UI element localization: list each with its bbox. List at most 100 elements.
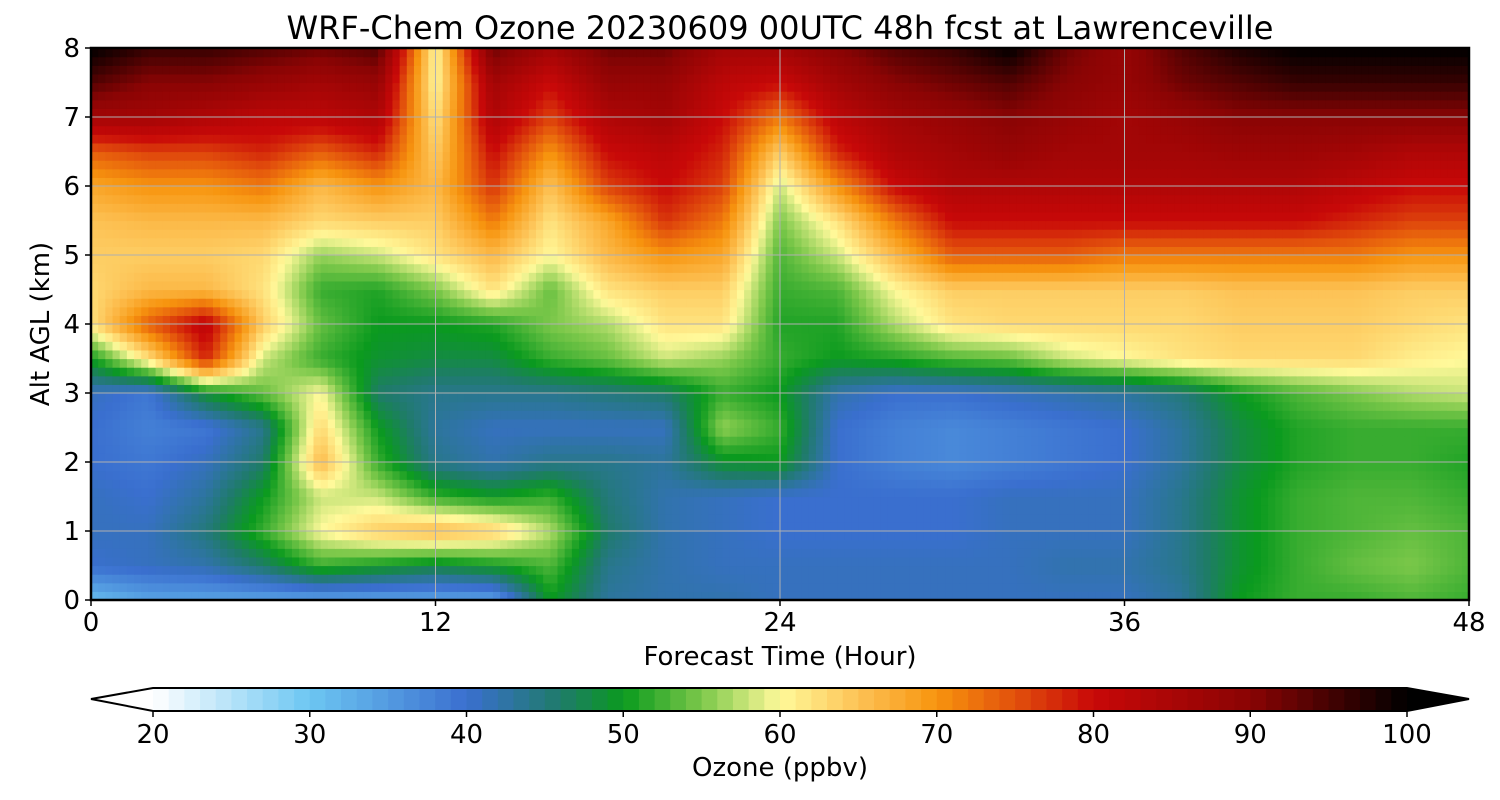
field-cell	[880, 393, 889, 403]
field-cell	[1303, 582, 1312, 592]
field-cell	[1433, 531, 1441, 541]
field-cell	[385, 582, 394, 592]
field-cell	[1397, 453, 1406, 463]
field-cell	[557, 574, 566, 584]
field-cell	[1404, 479, 1413, 489]
field-cell	[564, 531, 573, 541]
field-cell	[916, 531, 925, 541]
field-cell	[205, 539, 214, 549]
field-cell	[629, 470, 638, 480]
field-cell	[1224, 591, 1233, 600]
field-cell	[1174, 487, 1183, 498]
field-cell	[234, 539, 243, 549]
field-cell	[205, 513, 214, 523]
field-cell	[887, 401, 896, 411]
field-cell	[1282, 410, 1291, 420]
field-cell	[1397, 548, 1406, 558]
field-cell	[880, 436, 889, 446]
field-cell	[672, 574, 681, 584]
field-cell	[1138, 427, 1147, 437]
field-cell	[887, 513, 896, 523]
field-cell	[980, 496, 989, 506]
field-cell	[751, 436, 760, 446]
field-cell	[1404, 384, 1413, 394]
field-cell	[162, 470, 171, 480]
field-cell	[701, 453, 709, 463]
field-cell	[492, 393, 501, 403]
field-cell	[1167, 556, 1176, 567]
field-cell	[449, 522, 458, 532]
field-cell	[1268, 410, 1276, 420]
field-cell	[966, 496, 975, 506]
field-cell	[184, 582, 193, 592]
field-cell	[478, 591, 487, 600]
field-cell	[385, 556, 394, 567]
field-cell	[428, 436, 437, 446]
field-cell	[435, 427, 444, 437]
field-cell	[1232, 513, 1240, 523]
field-cell	[1167, 393, 1176, 403]
field-cell	[155, 548, 164, 558]
field-cell	[162, 582, 171, 592]
field-cell	[442, 462, 451, 472]
field-cell	[830, 487, 839, 498]
field-cell	[1382, 453, 1391, 463]
field-cell	[1433, 539, 1441, 549]
field-cell	[1153, 427, 1161, 437]
field-cell	[284, 522, 293, 532]
field-cell	[902, 505, 910, 515]
field-cell	[1318, 505, 1327, 515]
field-cell	[1275, 410, 1283, 420]
field-cell	[399, 496, 408, 506]
field-cell	[887, 565, 896, 575]
field-cell	[780, 401, 788, 411]
field-cell	[614, 436, 623, 446]
field-cell	[1102, 418, 1111, 429]
field-cell	[507, 401, 516, 411]
field-cell	[629, 574, 638, 584]
field-cell	[98, 375, 106, 385]
field-cell	[1239, 384, 1248, 394]
field-cell	[866, 565, 874, 575]
field-cell	[1454, 401, 1463, 411]
field-cell	[1411, 479, 1420, 489]
field-cell	[1124, 453, 1133, 463]
field-cell	[1002, 496, 1011, 506]
field-cell	[1440, 418, 1449, 429]
field-cell	[887, 479, 896, 489]
field-cell	[629, 401, 638, 411]
field-cell	[327, 522, 336, 532]
field-cell	[980, 591, 989, 600]
field-cell	[1232, 462, 1240, 472]
field-cell	[937, 444, 946, 454]
field-cell	[1303, 393, 1312, 403]
field-cell	[550, 384, 559, 394]
field-cell	[851, 556, 860, 567]
field-cell	[1303, 436, 1312, 446]
field-cell	[916, 462, 925, 472]
field-cell	[91, 565, 99, 575]
field-cell	[98, 427, 106, 437]
field-cell	[916, 470, 925, 480]
field-cell	[1124, 513, 1133, 523]
field-cell	[248, 427, 257, 437]
field-cell	[1117, 539, 1126, 549]
field-cell	[291, 556, 300, 567]
field-cell	[1196, 496, 1205, 506]
field-cell	[823, 513, 831, 523]
field-cell	[378, 470, 386, 480]
field-cell	[1117, 505, 1126, 515]
field-cell	[571, 574, 580, 584]
field-cell	[988, 375, 996, 385]
field-cell	[1146, 513, 1154, 523]
field-cell	[1361, 487, 1370, 498]
field-cell	[428, 487, 437, 498]
field-cell	[665, 522, 673, 532]
field-cell	[1224, 539, 1233, 549]
field-cell	[442, 410, 451, 420]
field-cell	[112, 444, 121, 454]
field-cell	[385, 505, 394, 515]
field-cell	[471, 574, 480, 584]
field-cell	[923, 531, 932, 541]
field-cell	[1382, 574, 1391, 584]
